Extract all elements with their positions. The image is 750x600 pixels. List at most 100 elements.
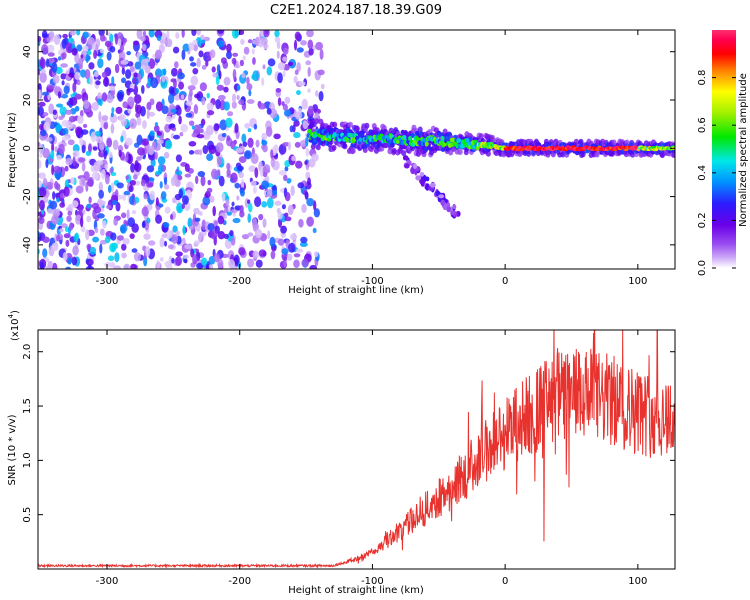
snr-frame [37, 329, 676, 570]
heat-cell [254, 228, 263, 239]
heat-cell [78, 157, 86, 163]
heat-cell [104, 163, 108, 171]
heat-cell [51, 262, 58, 269]
heat-cell [184, 173, 192, 178]
heat-cell [221, 132, 227, 138]
heat-cell [68, 72, 77, 78]
heat-cell [314, 118, 320, 125]
heat-cell [210, 168, 218, 180]
heat-cell [42, 148, 51, 159]
heat-cell [287, 61, 294, 66]
heat-cell [155, 197, 159, 207]
heat-cell [251, 48, 255, 55]
heat-cell [143, 193, 148, 200]
spectrogram-heatmap [38, 30, 675, 269]
heat-cell [49, 200, 58, 210]
heat-cell [188, 225, 194, 230]
heat-cell [45, 58, 50, 68]
snr-scale-label: (x104) [7, 310, 21, 341]
heat-cell [188, 141, 197, 147]
heat-cell [226, 43, 232, 53]
heat-cell [131, 210, 137, 215]
heat-cell [246, 76, 250, 85]
heat-cell [101, 168, 106, 180]
heat-cell [156, 35, 162, 41]
heat-cell [110, 232, 117, 241]
heat-cell [218, 175, 225, 187]
heat-cell [173, 78, 177, 90]
heat-cell [267, 58, 276, 67]
heat-cell [289, 125, 294, 133]
heat-cell [86, 258, 94, 266]
spectrogram-ylabel: Frequency (Hz) [7, 112, 18, 188]
heat-cell [312, 227, 317, 234]
heat-cell [457, 138, 462, 143]
heat-cell [126, 87, 134, 93]
heat-cell [38, 180, 43, 188]
x-tick-label: -300 [96, 276, 119, 287]
heat-cell [294, 69, 299, 76]
heat-cell [261, 77, 265, 86]
heat-cell [194, 217, 201, 222]
heat-cell [38, 68, 41, 76]
heat-cell [387, 139, 392, 145]
heat-cell [275, 87, 282, 93]
heat-cell [103, 121, 109, 130]
heat-cell [261, 201, 268, 208]
heat-cell [38, 216, 45, 224]
heat-cell [48, 103, 55, 115]
heat-cell [237, 165, 244, 171]
heat-cell [415, 130, 420, 136]
heat-cell [136, 134, 143, 146]
heat-cell [260, 36, 268, 46]
heat-cell [594, 151, 600, 158]
heat-cell [198, 50, 204, 58]
heat-cell [188, 120, 195, 126]
heat-cell [117, 91, 124, 102]
heat-cell [68, 115, 77, 123]
heat-cell [108, 151, 113, 158]
heat-cell [161, 233, 168, 238]
heat-cell [185, 100, 193, 106]
heat-cell [148, 177, 155, 182]
heat-cell [217, 30, 224, 35]
heat-cell [236, 94, 240, 101]
heat-cell [417, 126, 423, 133]
heat-cell [91, 171, 99, 180]
heat-cell [111, 76, 115, 86]
heat-cell [525, 148, 530, 152]
heat-cell [163, 151, 170, 159]
heat-cell [127, 108, 132, 114]
heat-cell [56, 234, 60, 242]
heat-cell [95, 80, 101, 86]
heat-cell [156, 260, 161, 269]
heat-cell [181, 203, 185, 210]
heat-cell [293, 77, 298, 84]
heat-cell [110, 123, 115, 134]
heat-cell [307, 105, 314, 115]
heat-cell [118, 149, 122, 158]
heat-cell [247, 213, 252, 223]
heat-cell [39, 187, 47, 198]
heat-cell [41, 44, 49, 55]
heat-cell [86, 203, 91, 209]
heat-cell [56, 197, 60, 203]
heat-cell [243, 150, 252, 160]
heat-cell [104, 174, 110, 185]
heat-cell [236, 84, 241, 91]
heat-cell [120, 59, 129, 65]
heat-cell [101, 92, 108, 102]
heat-cell [198, 231, 202, 242]
heat-cell [164, 240, 168, 247]
heat-cell [137, 147, 146, 156]
heat-cell [154, 151, 158, 160]
heat-cell [238, 171, 244, 179]
heat-cell [465, 138, 470, 143]
heat-cell [82, 209, 86, 215]
heat-cell [159, 181, 163, 189]
heat-cell [185, 112, 193, 118]
heat-cell [270, 156, 275, 168]
heat-cell [240, 189, 245, 197]
heat-cell [272, 190, 278, 196]
